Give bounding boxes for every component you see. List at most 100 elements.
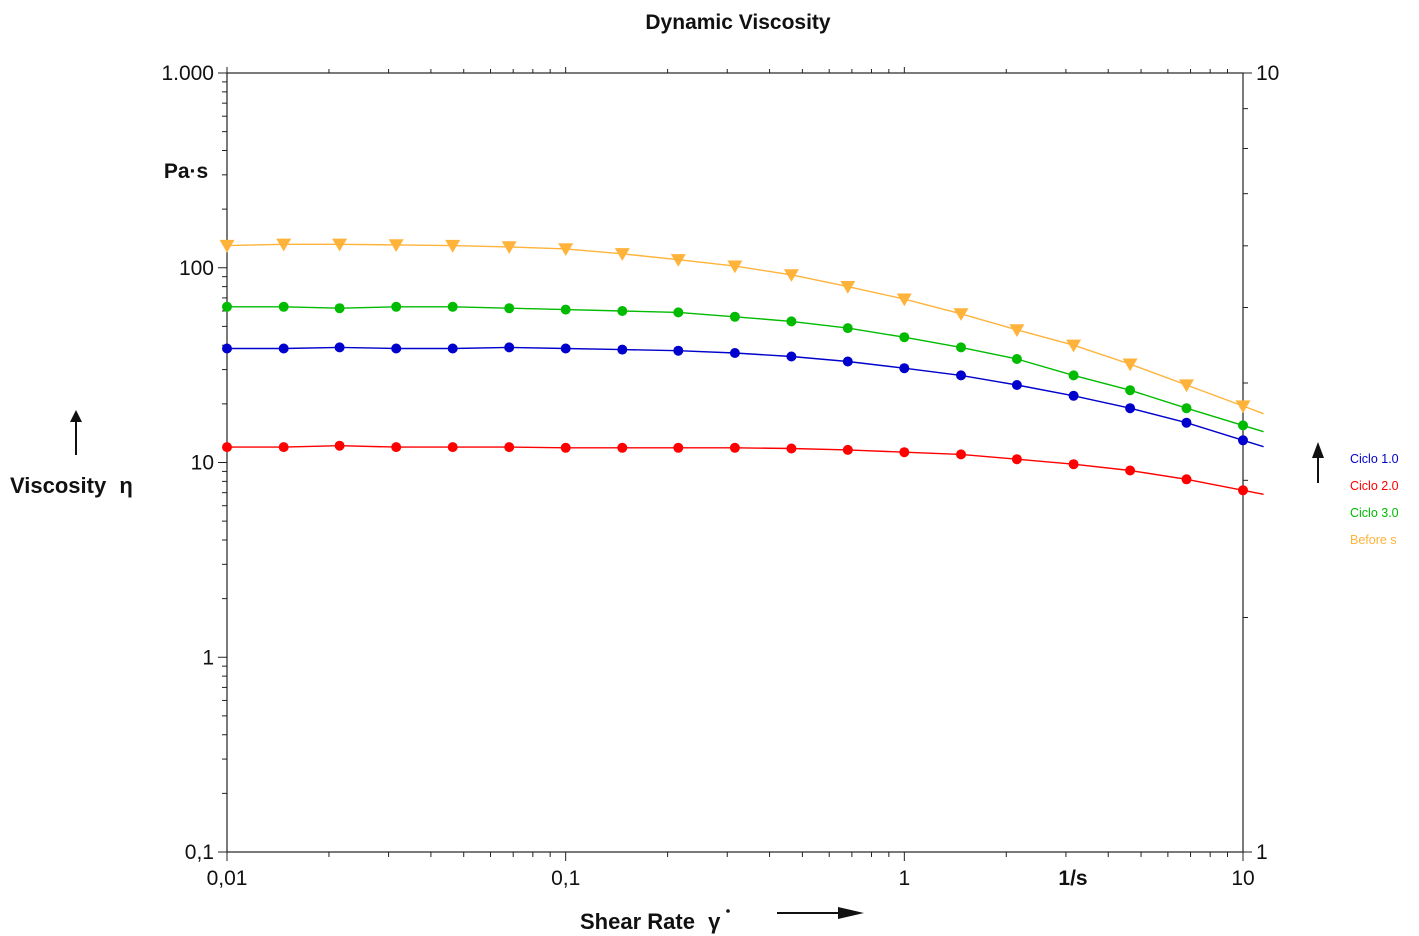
y2-tick-label: 10: [1256, 62, 1279, 85]
data-point: [956, 342, 966, 353]
legend: Ciclo 1.0 Ciclo 2.0 Ciclo 3.0 Before s: [1350, 452, 1399, 547]
data-point: [501, 241, 517, 254]
data-point: [219, 239, 235, 253]
data-point: [1125, 403, 1136, 414]
data-point: [1235, 400, 1251, 414]
series-layer: [219, 238, 1264, 496]
y2-axis-arrowhead-icon: [1312, 442, 1324, 458]
data-point: [614, 248, 630, 261]
x-axis-arrowhead-icon: [838, 907, 864, 919]
data-point: [504, 342, 515, 353]
data-point: [560, 343, 571, 354]
data-point: [1068, 370, 1079, 381]
data-point: [1181, 403, 1192, 414]
y-tick-label: 1: [202, 646, 214, 669]
data-point: [899, 363, 910, 374]
data-point: [729, 348, 740, 358]
data-point: [617, 306, 628, 316]
data-point: [332, 238, 348, 252]
data-point: [786, 443, 797, 454]
data-point: [842, 356, 853, 367]
data-point: [560, 304, 571, 315]
data-point: [1181, 417, 1192, 428]
data-point: [899, 332, 910, 343]
data-point: [673, 307, 684, 318]
plot-area: [226, 72, 1244, 853]
series-line: [227, 306, 1264, 433]
data-point: [558, 243, 574, 256]
data-point: [334, 440, 345, 451]
x-tick-label: 0,1: [551, 867, 580, 890]
data-point: [334, 303, 345, 314]
data-point: [783, 269, 799, 282]
data-point: [222, 343, 232, 354]
series-3: [222, 301, 1264, 433]
data-point: [673, 345, 684, 356]
data-point: [276, 238, 292, 252]
data-point: [504, 442, 515, 453]
data-point: [504, 303, 515, 314]
y-tick-label: 1.000: [161, 62, 214, 85]
chart-title: Dynamic Viscosity: [645, 11, 831, 34]
data-point: [447, 343, 458, 354]
data-point: [840, 281, 856, 294]
data-point: [1066, 339, 1082, 353]
data-point: [729, 311, 740, 322]
data-point: [729, 442, 740, 453]
data-point: [842, 444, 853, 455]
data-point: [445, 239, 461, 253]
data-point: [1122, 358, 1138, 372]
data-point: [1125, 465, 1136, 476]
data-point: [391, 442, 402, 453]
y2-tick-label: 1: [1256, 841, 1268, 864]
series-1: [222, 342, 1264, 448]
data-point: [1011, 354, 1022, 364]
data-point: [956, 449, 966, 460]
series-line: [227, 444, 1264, 495]
svg-text:Viscosity η: Viscosity η: [10, 473, 133, 498]
data-point: [334, 342, 345, 353]
y-axis-arrowhead-icon: [70, 410, 82, 422]
data-point: [388, 239, 404, 252]
legend-entry: Ciclo 3.0: [1350, 506, 1399, 520]
data-point: [560, 442, 571, 453]
x-axis-symbol-dot: [726, 909, 730, 913]
y2-axis-arrow: [1312, 442, 1324, 483]
data-point: [1238, 420, 1248, 431]
data-point: [1011, 454, 1022, 465]
minor-ticks: [218, 67, 1252, 861]
data-point: [617, 344, 628, 355]
data-point: [786, 351, 797, 362]
data-point: [1068, 390, 1079, 401]
data-point: [1179, 379, 1194, 393]
x-unit-label: 1/s: [1058, 867, 1087, 890]
data-point: [391, 343, 402, 354]
plot-border: [226, 72, 1244, 853]
data-point: [222, 301, 232, 312]
data-point: [956, 370, 966, 381]
data-point: [1238, 435, 1248, 446]
data-point: [617, 442, 628, 453]
series-line: [227, 346, 1264, 448]
y-axis-label: Viscosity η: [10, 410, 133, 498]
data-point: [670, 254, 686, 267]
x-tick-label: 1: [898, 867, 910, 890]
data-point: [786, 316, 797, 327]
x-axis-symbol: γ: [708, 909, 721, 934]
x-tick-label: 0,01: [207, 867, 248, 890]
data-point: [222, 442, 232, 453]
data-point: [391, 301, 402, 312]
data-point: [1238, 485, 1248, 496]
svg-text:Shear Rate γ: Shear Rate γ: [580, 909, 721, 934]
y-axis-title: Viscosity: [10, 473, 107, 498]
data-point: [953, 308, 969, 321]
x-tick-label: 10: [1231, 867, 1254, 890]
data-point: [727, 260, 743, 274]
data-point: [896, 293, 912, 307]
legend-entry: Ciclo 1.0: [1350, 452, 1399, 466]
y-tick-label: 10: [191, 452, 214, 475]
data-point: [278, 442, 289, 453]
series-line: [226, 243, 1264, 415]
data-point: [673, 442, 684, 453]
